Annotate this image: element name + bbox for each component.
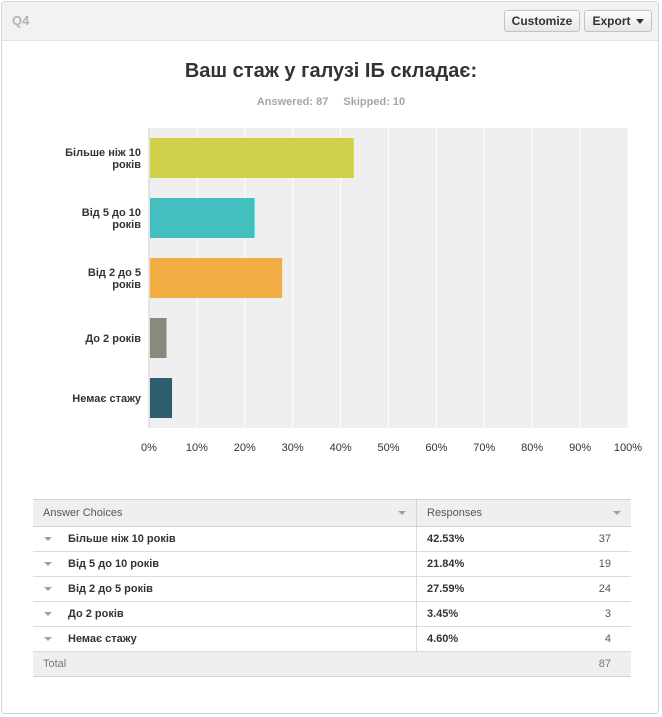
table-header-row: Answer Choices Responses xyxy=(33,499,631,527)
response-count: 37 xyxy=(547,526,631,552)
category-label: Від 5 до 10 років xyxy=(82,207,141,231)
table-row: До 2 років 3.45% 3 xyxy=(33,601,631,627)
x-tick-label: 20% xyxy=(234,442,256,454)
answer-label: До 2 років xyxy=(68,608,124,620)
expand-caret-icon[interactable] xyxy=(44,637,52,641)
export-label: Export xyxy=(592,14,631,28)
bar xyxy=(150,138,354,178)
sort-caret-icon xyxy=(398,511,406,515)
response-count: 3 xyxy=(547,601,631,627)
response-percent: 4.60% xyxy=(416,626,547,652)
x-tick-label: 30% xyxy=(282,442,304,454)
answer-choices-header[interactable]: Answer Choices xyxy=(33,499,417,527)
answer-label: Від 2 до 5 років xyxy=(68,583,153,595)
bar xyxy=(150,258,283,298)
total-count: 87 xyxy=(547,651,631,677)
customize-button[interactable]: Customize xyxy=(504,10,580,32)
answered-count: Answered: 87 xyxy=(256,96,329,108)
x-tick-label: 0% xyxy=(141,442,157,454)
x-tick-label: 50% xyxy=(377,442,399,454)
total-label: Total xyxy=(33,651,417,677)
response-count: 24 xyxy=(547,576,631,602)
x-tick-label: 60% xyxy=(425,442,447,454)
response-percent: 27.59% xyxy=(416,576,547,602)
x-tick-label: 100% xyxy=(614,442,642,454)
response-percent: 42.53% xyxy=(416,526,547,552)
responses-header[interactable]: Responses xyxy=(416,499,631,527)
bar xyxy=(150,198,255,238)
expand-caret-icon[interactable] xyxy=(44,612,52,616)
export-button[interactable]: Export xyxy=(584,10,652,32)
answer-label: Немає стажу xyxy=(68,633,137,645)
expand-caret-icon[interactable] xyxy=(44,562,52,566)
x-tick-label: 80% xyxy=(521,442,543,454)
bar xyxy=(150,378,173,418)
skipped-count: Skipped: 10 xyxy=(343,96,406,108)
x-tick-label: 90% xyxy=(569,442,591,454)
category-label: До 2 років xyxy=(85,333,141,345)
table-row: Від 2 до 5 років 27.59% 24 xyxy=(33,576,631,602)
bar-chart: 0% 10% 20% 30% 40% 50% 60% 70% 80% 90% 100% Більше … xyxy=(65,128,642,454)
x-tick-label: 10% xyxy=(186,442,208,454)
category-label: Більше ніж 10 років xyxy=(65,147,141,171)
table-row: Немає стажу 4.60% 4 xyxy=(33,626,631,652)
responses-table: Answer Choices Responses Більше ніж 10 р… xyxy=(33,499,631,677)
response-stats: Answered: 87 Skipped: 10 xyxy=(2,96,660,108)
total-row: Total 87 xyxy=(33,651,631,677)
category-label: Немає стажу xyxy=(72,393,142,405)
expand-caret-icon[interactable] xyxy=(44,587,52,591)
question-number: Q4 xyxy=(12,13,30,28)
response-percent: 21.84% xyxy=(416,551,547,577)
response-count: 4 xyxy=(547,626,631,652)
bar xyxy=(150,318,167,358)
response-percent: 3.45% xyxy=(416,601,547,627)
table-row: Від 5 до 10 років 21.84% 19 xyxy=(33,551,631,577)
card-header: Q4 Customize Export xyxy=(2,2,658,41)
expand-caret-icon[interactable] xyxy=(44,537,52,541)
table-row: Більше ніж 10 років 42.53% 37 xyxy=(33,526,631,552)
x-tick-label: 40% xyxy=(330,442,352,454)
answer-label: Від 5 до 10 років xyxy=(68,558,160,570)
x-tick-label: 70% xyxy=(473,442,495,454)
answer-label: Більше ніж 10 років xyxy=(68,533,176,545)
sort-caret-icon xyxy=(613,511,621,515)
chevron-down-icon xyxy=(635,19,644,25)
response-count: 19 xyxy=(547,551,631,577)
category-label: Від 2 до 5 років xyxy=(88,267,141,291)
chart-title: Ваш стаж у галузі ІБ складає: xyxy=(184,60,478,82)
